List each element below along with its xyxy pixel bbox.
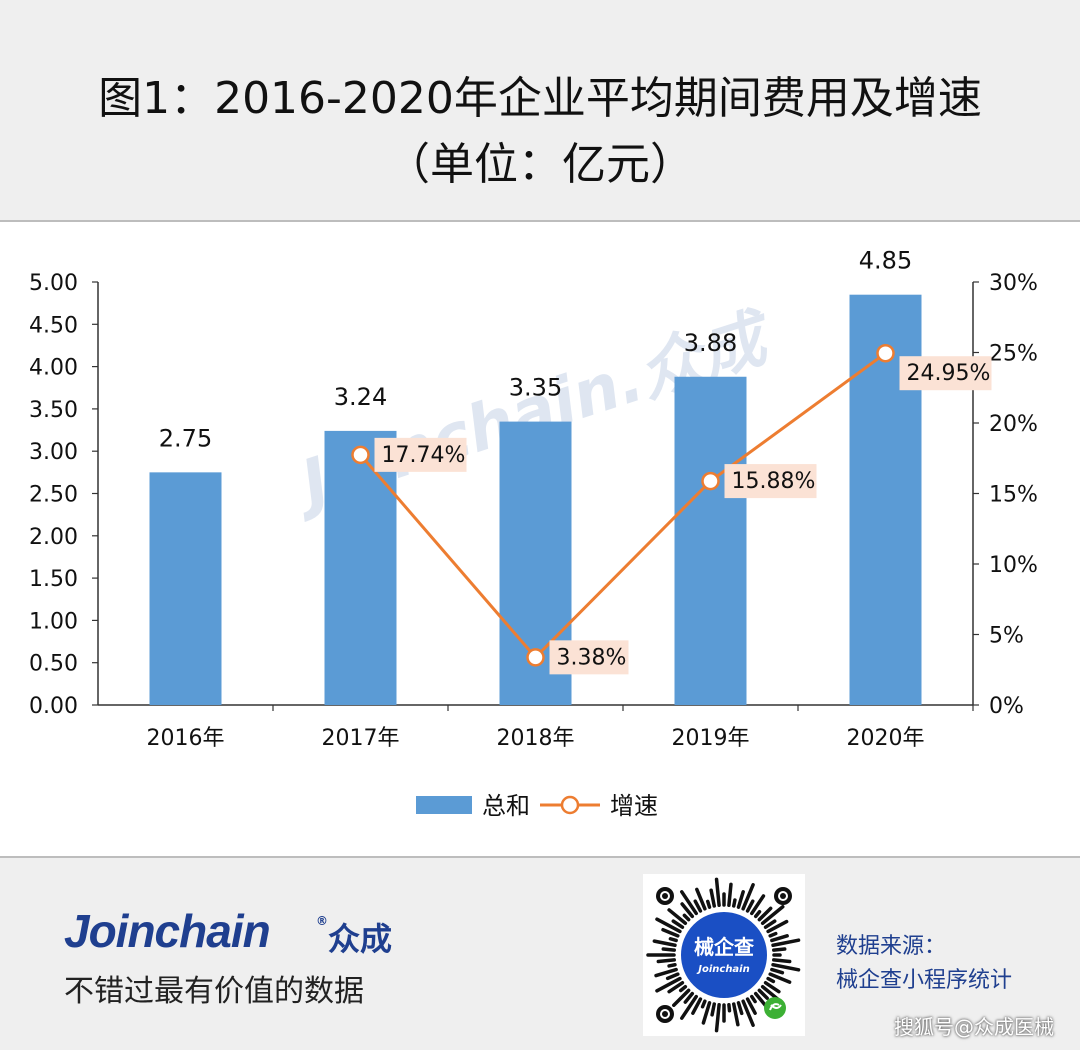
line-point bbox=[526, 648, 545, 667]
legend-label-line: 增速 bbox=[610, 792, 658, 820]
y-right-tick-label: 10% bbox=[989, 553, 1038, 578]
credit-watermark: 搜狐号@众成医械 bbox=[894, 1015, 1054, 1039]
legend-label-bar: 总和 bbox=[482, 792, 530, 820]
line-data-label: 15.88% bbox=[732, 469, 816, 494]
line-point bbox=[701, 471, 720, 491]
line-label-box bbox=[899, 356, 992, 391]
line-point bbox=[876, 343, 895, 363]
y-left-tick-label: 5.00 bbox=[29, 271, 78, 296]
line-segment bbox=[709, 351, 887, 483]
y-right-tick-label: 20% bbox=[989, 412, 1038, 437]
y-left-tick-label: 3.00 bbox=[29, 440, 78, 465]
y-left-tick-label: 0.00 bbox=[29, 694, 78, 719]
header: 图1：2016-2020年企业平均期间费用及增速 （单位：亿元） bbox=[0, 0, 1080, 222]
qr-label-cn: 械企查 bbox=[694, 935, 754, 959]
y-left-tick-label: 2.00 bbox=[29, 525, 78, 550]
bar bbox=[674, 376, 747, 705]
x-tick-label: 2020年 bbox=[847, 726, 925, 751]
y-right-tick-label: 30% bbox=[989, 271, 1038, 296]
bar bbox=[324, 430, 397, 705]
y-left-tick-label: 1.00 bbox=[29, 609, 78, 634]
bar-data-label: 3.24 bbox=[334, 383, 387, 411]
y-right-tick-label: 15% bbox=[989, 483, 1038, 508]
y-right-tick-label: 5% bbox=[989, 624, 1024, 649]
slogan: 不错过最有价值的数据 bbox=[64, 974, 364, 1009]
y-left-tick-label: 0.50 bbox=[29, 652, 78, 677]
qr-code[interactable]: 械企查 Joinchain bbox=[643, 874, 805, 1036]
x-tick-label: 2018年 bbox=[497, 726, 575, 751]
mini-program-icon bbox=[769, 1003, 782, 1011]
bar-data-label: 2.75 bbox=[159, 424, 212, 452]
line-label-box bbox=[374, 437, 467, 472]
line-data-label: 3.38% bbox=[557, 645, 627, 670]
line-segment bbox=[359, 453, 537, 659]
y-left-tick-label: 4.50 bbox=[29, 313, 78, 338]
brand-logo: Joinchain bbox=[64, 905, 271, 957]
line-data-label: 17.74% bbox=[382, 443, 466, 468]
y-right-tick-label: 25% bbox=[989, 342, 1038, 367]
bar-data-label: 3.35 bbox=[509, 374, 562, 402]
chart-title: 图1：2016-2020年企业平均期间费用及增速 bbox=[98, 73, 982, 124]
y-left-tick-label: 3.50 bbox=[29, 398, 78, 423]
source-label: 数据来源： bbox=[836, 934, 947, 959]
x-tick-label: 2017年 bbox=[322, 726, 400, 751]
y-right-tick-label: 0% bbox=[989, 694, 1024, 719]
y-left-tick-label: 2.50 bbox=[29, 483, 78, 508]
y-left-tick-label: 4.00 bbox=[29, 356, 78, 381]
line-label-box bbox=[724, 464, 817, 499]
legend-bar-swatch bbox=[416, 796, 472, 814]
combo-chart: Joinchain.众成0.000.501.001.502.002.503.00… bbox=[29, 247, 1038, 820]
line-segment bbox=[534, 480, 712, 659]
source-value: 械企查小程序统计 bbox=[836, 968, 1013, 993]
line-data-label: 24.95% bbox=[907, 361, 991, 386]
chart-subtitle: （单位：亿元） bbox=[386, 139, 694, 190]
bar-data-label: 4.85 bbox=[859, 247, 912, 275]
line-point bbox=[351, 445, 370, 465]
line-label-box bbox=[549, 640, 629, 675]
qr-label-en: Joinchain bbox=[696, 964, 749, 975]
y-left-tick-label: 1.50 bbox=[29, 567, 78, 592]
chart-area: Joinchain.众成 0.00 0.50 1.00 1.50 2.00 2.50 3.00… bbox=[0, 222, 1080, 856]
bar bbox=[149, 472, 222, 705]
footer: Joinchain ®众成 不错过最有价值的数据 械企查 Joinchain 数… bbox=[0, 856, 1080, 1050]
bar-data-label: 3.88 bbox=[684, 329, 737, 357]
x-tick-label: 2016年 bbox=[147, 726, 225, 751]
legend-line-marker bbox=[560, 795, 580, 815]
qr-finder-icon bbox=[656, 887, 792, 1023]
brand-logo-cn: ®众成 bbox=[316, 914, 393, 958]
qr-code-icon: 械企查 Joinchain bbox=[646, 877, 801, 1033]
x-tick-label: 2019年 bbox=[672, 726, 750, 751]
